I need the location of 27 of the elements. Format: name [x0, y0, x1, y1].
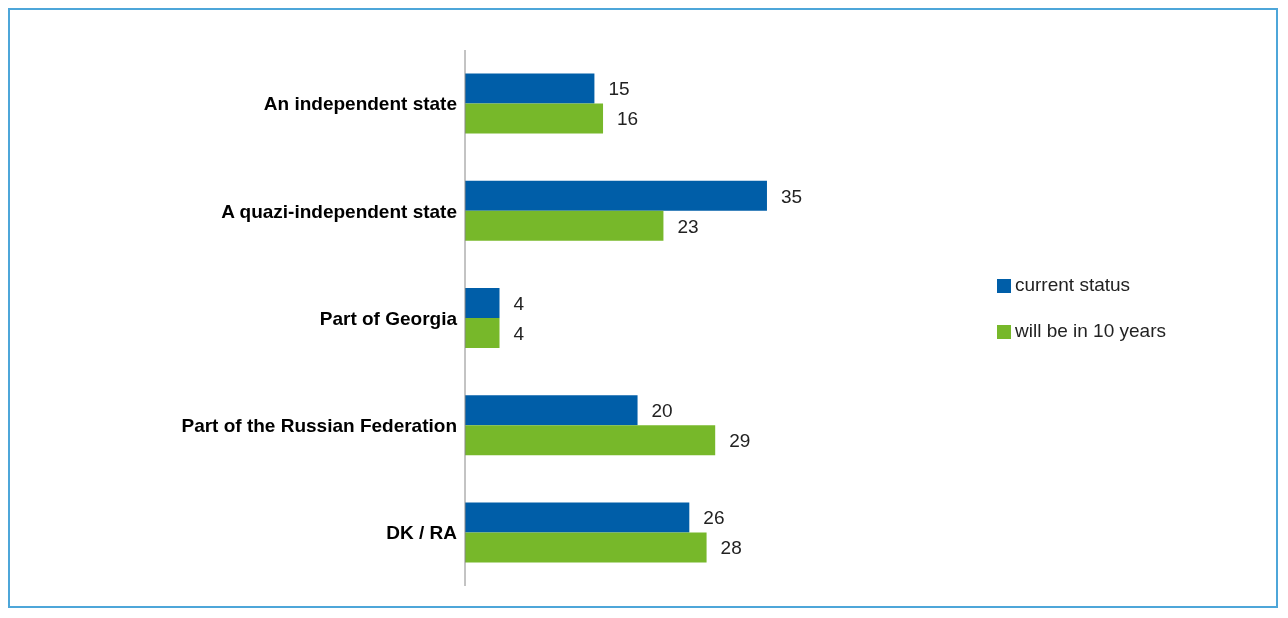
data-label: 4 [513, 292, 525, 314]
bar [465, 532, 707, 563]
legend-label: current status [1014, 274, 1131, 295]
data-label: 16 [617, 108, 639, 130]
data-label: 35 [780, 185, 803, 207]
data-label: 26 [703, 507, 725, 529]
bar [465, 210, 664, 241]
bar [465, 502, 690, 533]
bar [465, 103, 604, 134]
y-tick-label: Part of the Russian Federation [181, 414, 457, 436]
bar [465, 287, 500, 318]
bar [465, 425, 716, 456]
bar [465, 180, 767, 211]
legend-label: will be in 10 years [1014, 320, 1166, 341]
y-tick-label: Part of Georgia [319, 307, 458, 329]
bar [465, 395, 638, 426]
data-label: 29 [729, 429, 751, 451]
data-label: 23 [677, 215, 699, 237]
data-label: 20 [651, 399, 673, 421]
data-label: 15 [608, 78, 630, 100]
data-label: 4 [513, 322, 525, 344]
data-label: 28 [720, 537, 742, 559]
y-tick-label: DK / RA [386, 522, 458, 544]
y-tick-label: An independent state [263, 93, 457, 115]
bar [465, 317, 500, 348]
bar [465, 73, 595, 104]
y-tick-label: A quazi-independent state [221, 200, 457, 222]
